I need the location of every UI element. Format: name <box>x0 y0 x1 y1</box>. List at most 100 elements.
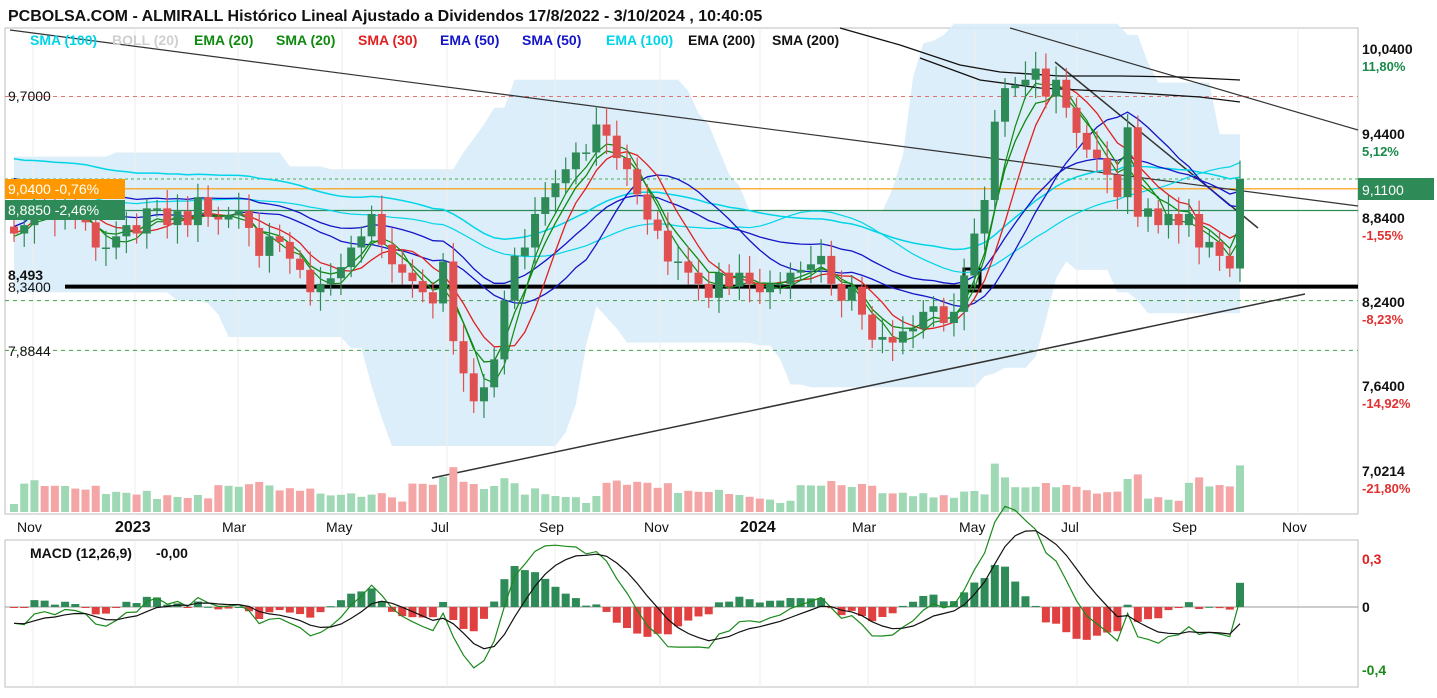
macd-hist-5 <box>61 601 70 607</box>
volume-bar-93 <box>960 491 969 512</box>
ema-200-line <box>839 27 1241 81</box>
candle-body-48 <box>500 300 509 360</box>
x-axis-label-3: May <box>326 519 352 535</box>
macd-hist-69 <box>714 602 723 607</box>
macd-hist-93 <box>960 592 969 607</box>
macd-hist-49 <box>510 566 519 607</box>
x-axis-label-9: May <box>959 519 985 535</box>
candle-body-78 <box>806 264 815 270</box>
candle-body-37 <box>388 244 397 265</box>
macd-hist-109 <box>1123 604 1132 607</box>
volume-bar-29 <box>306 488 315 512</box>
volume-bar-79 <box>817 485 826 512</box>
candle-body-77 <box>796 269 805 273</box>
macd-hist-83 <box>857 607 866 616</box>
volume-bar-19 <box>204 498 213 512</box>
orange-level-badge <box>5 179 125 199</box>
candle-body-45 <box>469 373 478 402</box>
macd-hist-53 <box>551 586 560 607</box>
macd-hist-51 <box>531 572 540 607</box>
volume-bar-49 <box>510 483 519 512</box>
macd-hist-103 <box>1062 607 1071 633</box>
candle-body-10 <box>112 236 121 248</box>
candle-body-40 <box>418 281 427 293</box>
macd-hist-30 <box>316 607 325 613</box>
macd-panel <box>5 505 1358 669</box>
candle-body-59 <box>612 135 621 159</box>
volume-bar-60 <box>623 484 631 512</box>
macd-hist-0 <box>10 607 18 608</box>
candle-body-73 <box>755 283 764 293</box>
candle-body-24 <box>255 227 264 256</box>
candle-body-14 <box>153 208 162 210</box>
resistance-label: 9,7000 <box>8 88 51 104</box>
candle-body-25 <box>265 236 274 256</box>
candle-body-52 <box>541 197 550 214</box>
macd-value: -0,00 <box>156 545 188 561</box>
volume-bar-15 <box>163 495 172 512</box>
volume-bar-14 <box>153 499 162 512</box>
volume-bar-102 <box>1052 487 1061 512</box>
legend-item-5: EMA (50) <box>440 32 499 48</box>
candle-body-22 <box>234 211 243 216</box>
macd-hist-74 <box>766 600 775 607</box>
macd-hist-107 <box>1103 607 1112 633</box>
macd-hist-58 <box>602 607 611 612</box>
macd-hist-113 <box>1164 607 1173 611</box>
volume-bar-12 <box>132 494 141 512</box>
x-axis-label-0: Nov <box>17 519 42 535</box>
candle-body-13 <box>142 208 151 234</box>
macd-hist-61 <box>633 607 642 634</box>
legend-item-2: EMA (20) <box>194 32 253 48</box>
candle-body-112 <box>1154 208 1163 226</box>
candle-body-29 <box>306 269 315 293</box>
volume-bar-105 <box>1082 490 1091 512</box>
legend-item-0: SMA (100) <box>30 32 97 48</box>
macd-hist-10 <box>112 607 121 608</box>
macd-hist-12 <box>132 603 141 607</box>
candle-body-99 <box>1021 79 1030 86</box>
macd-hist-55 <box>571 598 580 607</box>
candle-body-31 <box>326 278 335 284</box>
volume-bar-55 <box>571 497 580 512</box>
volume-bar-91 <box>939 495 948 512</box>
right-axis-pct-2: -1,55% <box>1362 228 1404 243</box>
candle-body-34 <box>357 236 366 248</box>
candle-body-50 <box>520 247 529 256</box>
candle-body-11 <box>122 225 131 237</box>
macd-hist-15 <box>163 604 172 607</box>
x-axis-label-2: Mar <box>222 519 246 535</box>
macd-hist-20 <box>214 607 223 610</box>
candle-body-17 <box>183 211 192 226</box>
current-price-badge <box>1358 178 1434 200</box>
candle-body-38 <box>398 264 407 273</box>
right-axis-value-5: 7,0214 <box>1362 463 1405 479</box>
volume-bar-41 <box>428 484 437 512</box>
macd-hist-88 <box>909 601 918 607</box>
bollinger-band <box>14 23 1240 447</box>
bollinger-fill <box>14 23 1240 447</box>
macd-hist-68 <box>704 607 713 615</box>
candle-body-8 <box>91 222 100 248</box>
volume-bar-44 <box>459 481 468 512</box>
volume-bar-69 <box>714 489 723 512</box>
macd-hist-75 <box>776 600 785 607</box>
macd-hist-78 <box>806 598 815 607</box>
macd-hist-43 <box>449 607 458 620</box>
candle-body-27 <box>285 241 294 259</box>
macd-hist-110 <box>1133 607 1142 622</box>
volume-bar-100 <box>1031 486 1040 512</box>
volume-bar-85 <box>878 493 887 512</box>
macd-hist-70 <box>725 601 734 607</box>
candlesticks <box>10 51 1244 419</box>
candle-body-56 <box>582 152 591 154</box>
macd-hist-73 <box>755 602 764 607</box>
macd-hist-62 <box>643 607 652 637</box>
candle-body-83 <box>857 286 866 315</box>
candle-body-95 <box>980 199 989 234</box>
volume-bar-110 <box>1133 474 1142 512</box>
downtrend-line-a <box>9 29 1359 207</box>
macd-hist-116 <box>1195 607 1204 609</box>
volume-bar-35 <box>367 494 376 512</box>
volume-bar-77 <box>796 485 805 512</box>
